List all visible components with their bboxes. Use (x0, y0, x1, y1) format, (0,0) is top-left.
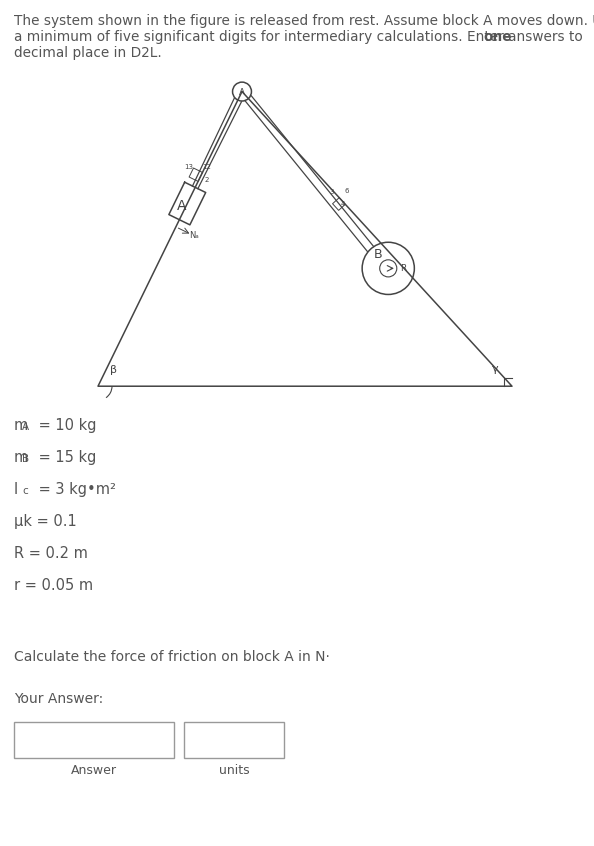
Text: one: one (483, 30, 511, 44)
Text: 6: 6 (345, 188, 349, 194)
Text: units: units (219, 764, 249, 777)
Text: R: R (400, 264, 406, 273)
Text: = 3 kg•m²: = 3 kg•m² (34, 482, 116, 497)
Text: A: A (239, 88, 245, 97)
Text: μk = 0.1: μk = 0.1 (14, 514, 77, 529)
Text: γ: γ (492, 365, 498, 374)
Text: Answer: Answer (71, 764, 117, 777)
Text: A: A (22, 422, 29, 432)
Text: decimal place in D2L.: decimal place in D2L. (14, 46, 162, 60)
Text: c: c (22, 486, 28, 496)
Bar (184, 722, 284, 758)
Text: 4: 4 (341, 201, 345, 206)
Text: R = 0.2 m: R = 0.2 m (14, 546, 88, 561)
Text: Nₐ: Nₐ (189, 231, 199, 240)
Text: 2: 2 (204, 178, 208, 184)
Text: 3: 3 (329, 189, 333, 195)
Text: = 15 kg: = 15 kg (34, 450, 96, 465)
Text: m: m (14, 418, 29, 433)
Text: Calculate the force of friction on block A in N·: Calculate the force of friction on block… (14, 650, 330, 664)
Text: 12: 12 (202, 164, 211, 170)
Text: 13: 13 (184, 164, 193, 170)
Text: a minimum of five significant digits for intermediary calculations. Enter answer: a minimum of five significant digits for… (14, 30, 587, 44)
Text: B: B (22, 454, 29, 464)
Text: I: I (14, 482, 18, 497)
Text: A: A (176, 199, 186, 212)
Text: β: β (110, 365, 117, 376)
Text: Your Answer:: Your Answer: (14, 692, 103, 706)
Text: m: m (14, 450, 29, 465)
Text: r = 0.05 m: r = 0.05 m (14, 578, 93, 593)
Bar (14, 722, 174, 758)
Text: B: B (374, 248, 383, 261)
Text: = 10 kg: = 10 kg (34, 418, 96, 433)
Text: The system shown in the figure is released from rest. Assume block A moves down.: The system shown in the figure is releas… (14, 14, 594, 28)
